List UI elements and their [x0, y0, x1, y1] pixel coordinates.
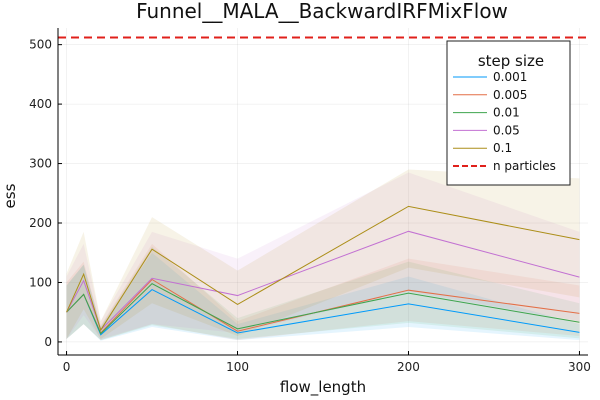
band-0.01: [66, 246, 580, 341]
y-tick-label: 400: [29, 97, 52, 111]
y-tick-label: 300: [29, 157, 52, 171]
x-tick-label: 200: [397, 360, 420, 374]
series-line-0.05: [66, 230, 580, 331]
x-tick-label: 0: [63, 360, 71, 374]
x-tick-label: 300: [568, 360, 591, 374]
y-axis-label: ess: [1, 183, 19, 208]
legend-label-n particles: n particles: [493, 159, 556, 173]
legend-label-0.005: 0.005: [493, 88, 527, 102]
y-tick-label: 200: [29, 216, 52, 230]
y-tick-label: 500: [29, 38, 52, 52]
band-0.1: [66, 169, 580, 339]
series-lines: [66, 205, 580, 336]
legend-label-0.001: 0.001: [493, 70, 527, 84]
series-line-0.01: [66, 283, 580, 335]
legend-label-0.01: 0.01: [493, 106, 520, 120]
x-tick-label: 100: [226, 360, 249, 374]
y-tick-label: 100: [29, 275, 52, 289]
tick-labels: 0 100 200 300 0 100 200 300 400 500: [29, 38, 591, 374]
series-line-0.1: [66, 205, 580, 332]
x-axis-label: flow_length: [280, 378, 366, 397]
legend-label-0.05: 0.05: [493, 123, 520, 137]
axes: [57, 28, 588, 356]
legend-label-0.1: 0.1: [493, 141, 512, 155]
y-tick-label: 0: [44, 335, 52, 349]
legend-title: step size: [478, 52, 544, 70]
band-0.005: [66, 243, 580, 341]
chart-title: Funnel__MALA__BackwardIRFMixFlow: [136, 0, 508, 23]
band-0.001: [66, 252, 580, 341]
legend: step size 0.001 0.005 0.01 0.05 0.1 n particl…: [446, 40, 571, 186]
